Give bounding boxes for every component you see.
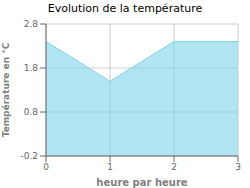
- svg-text:2.8: 2.8: [24, 19, 39, 29]
- svg-text:0: 0: [43, 162, 49, 172]
- svg-text:-0.2: -0.2: [20, 151, 38, 161]
- svg-text:2: 2: [171, 162, 177, 172]
- svg-text:1: 1: [107, 162, 113, 172]
- svg-text:0.8: 0.8: [24, 107, 39, 117]
- svg-text:Température en °C: Température en °C: [8, 42, 11, 137]
- svg-text:1.8: 1.8: [24, 63, 39, 73]
- html-text:Evolution de la température: Evolution de la température: [47, 2, 203, 15]
- svg-text:3: 3: [235, 162, 241, 172]
- svg-text:heure par heure: heure par heure: [96, 177, 187, 188]
